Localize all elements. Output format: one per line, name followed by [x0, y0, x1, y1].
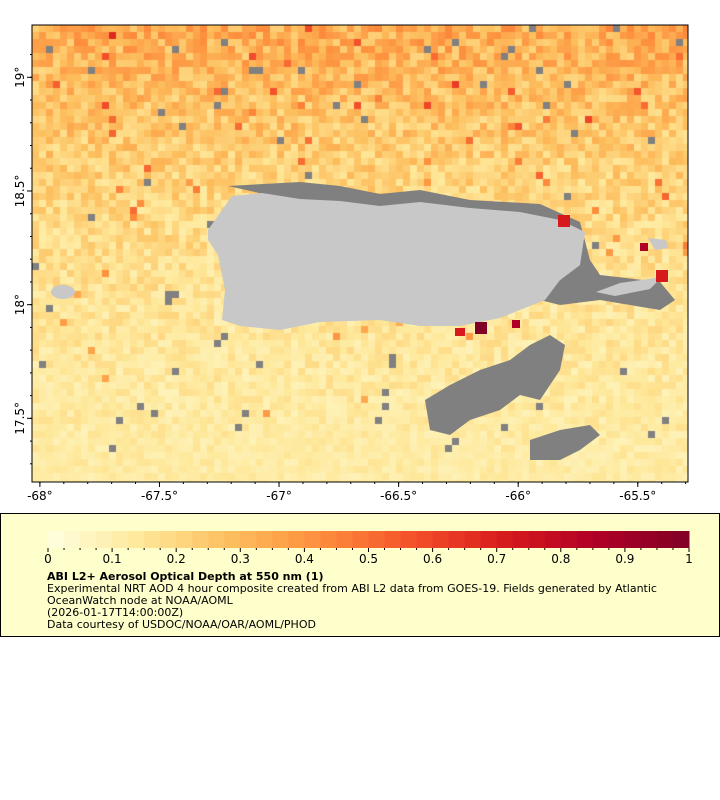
colorbar-segment	[496, 531, 514, 548]
colorbar-segment	[400, 531, 418, 548]
colorbar-segment	[336, 531, 353, 548]
colorbar-segment	[656, 531, 674, 548]
colorbar-segment	[160, 531, 177, 548]
colorbar-segment	[128, 531, 145, 548]
colorbar-label: 0.7	[487, 552, 506, 566]
colorbar: 0 0.1 0.2 0.3 0.4 0.5 0.6 0.7 0.8 0.9 1	[44, 531, 693, 566]
colorbar-segment	[592, 531, 610, 548]
culebra-island	[648, 238, 668, 250]
colorbar-segment	[432, 531, 450, 548]
colorbar-segment	[112, 531, 129, 548]
y-axis: 19° 18.5° 18° 17.5°	[13, 54, 32, 465]
colorbar-segment	[80, 531, 97, 548]
colorbar-label: 1	[685, 552, 693, 566]
legend-line-3: (2026-01-17T14:00:00Z)	[47, 606, 184, 619]
colorbar-segment	[256, 531, 273, 548]
colorbar-segment	[528, 531, 546, 548]
colorbar-segment	[368, 531, 386, 548]
colorbar-label: 0.8	[551, 552, 570, 566]
x-tick-label: -66°	[505, 489, 531, 503]
colorbar-label: 0.5	[359, 552, 378, 566]
colorbar-segment	[240, 531, 257, 548]
x-tick-label: -65.5°	[619, 489, 656, 503]
puerto-rico-island	[208, 193, 585, 330]
colorbar-label: 0.2	[167, 552, 186, 566]
colorbar-segment	[272, 531, 289, 548]
colorbar-label: 0.3	[231, 552, 250, 566]
colorbar-segment	[384, 531, 402, 548]
colorbar-segment	[672, 531, 690, 548]
colorbar-segment	[176, 531, 193, 548]
colorbar-segment	[96, 531, 113, 548]
colorbar-segment	[480, 531, 498, 548]
legend-title: ABI L2+ Aerosol Optical Depth at 550 nm …	[47, 570, 324, 583]
colorbar-segment	[208, 531, 225, 548]
x-tick-label: -66.5°	[380, 489, 417, 503]
colorbar-segment	[416, 531, 434, 548]
vieques-island	[596, 277, 662, 296]
y-tick-label: 17.5°	[13, 402, 27, 435]
legend-line-4: Data courtesy of USDOC/NOAA/OAR/AOML/PHO…	[47, 618, 316, 631]
coastal-high-aod	[455, 215, 668, 336]
land	[51, 193, 668, 330]
colorbar-segment	[512, 531, 530, 548]
x-tick-label: -68°	[27, 489, 53, 503]
x-axis: -68° -67.5° -67° -66.5° -66° -65.5°	[27, 482, 687, 503]
colorbar-segment	[64, 531, 81, 548]
legend-line-2: OceanWatch node at NOAA/AOML	[47, 594, 233, 607]
colorbar-segment	[640, 531, 658, 548]
colorbar-segment	[464, 531, 482, 548]
mona-island	[51, 285, 75, 299]
colorbar-segment	[352, 531, 369, 548]
colorbar-segment	[224, 531, 241, 548]
colorbar-segment	[448, 531, 466, 548]
colorbar-segment	[560, 531, 578, 548]
colorbar-label: 0.1	[103, 552, 122, 566]
colorbar-segment	[576, 531, 594, 548]
colorbar-segment	[608, 531, 626, 548]
colorbar-segment	[144, 531, 161, 548]
colorbar-segment	[288, 531, 305, 548]
colorbar-label: 0.9	[615, 552, 634, 566]
colorbar-label: 0.6	[423, 552, 442, 566]
colorbar-segment	[48, 531, 65, 548]
colorbar-segment	[624, 531, 642, 548]
colorbar-segment	[304, 531, 321, 548]
y-tick-label: 19°	[13, 67, 27, 88]
colorbar-label: 0.4	[295, 552, 314, 566]
y-tick-label: 18.5°	[13, 175, 27, 208]
x-tick-label: -67°	[266, 489, 292, 503]
legend-panel: 0 0.1 0.2 0.3 0.4 0.5 0.6 0.7 0.8 0.9 1	[0, 513, 720, 637]
colorbar-segment	[192, 531, 209, 548]
colorbar-label: 0	[44, 552, 52, 566]
y-tick-label: 18°	[13, 294, 27, 315]
colorbar-segment	[544, 531, 562, 548]
aod-map: -68° -67.5° -67° -66.5° -66° -65.5° 19°18.5°1…	[13, 24, 689, 503]
plot-frame	[31, 24, 689, 483]
colorbar-segment	[320, 531, 337, 548]
x-tick-label: -67.5°	[141, 489, 178, 503]
legend-line-1: Experimental NRT AOD 4 hour composite cr…	[47, 582, 657, 595]
